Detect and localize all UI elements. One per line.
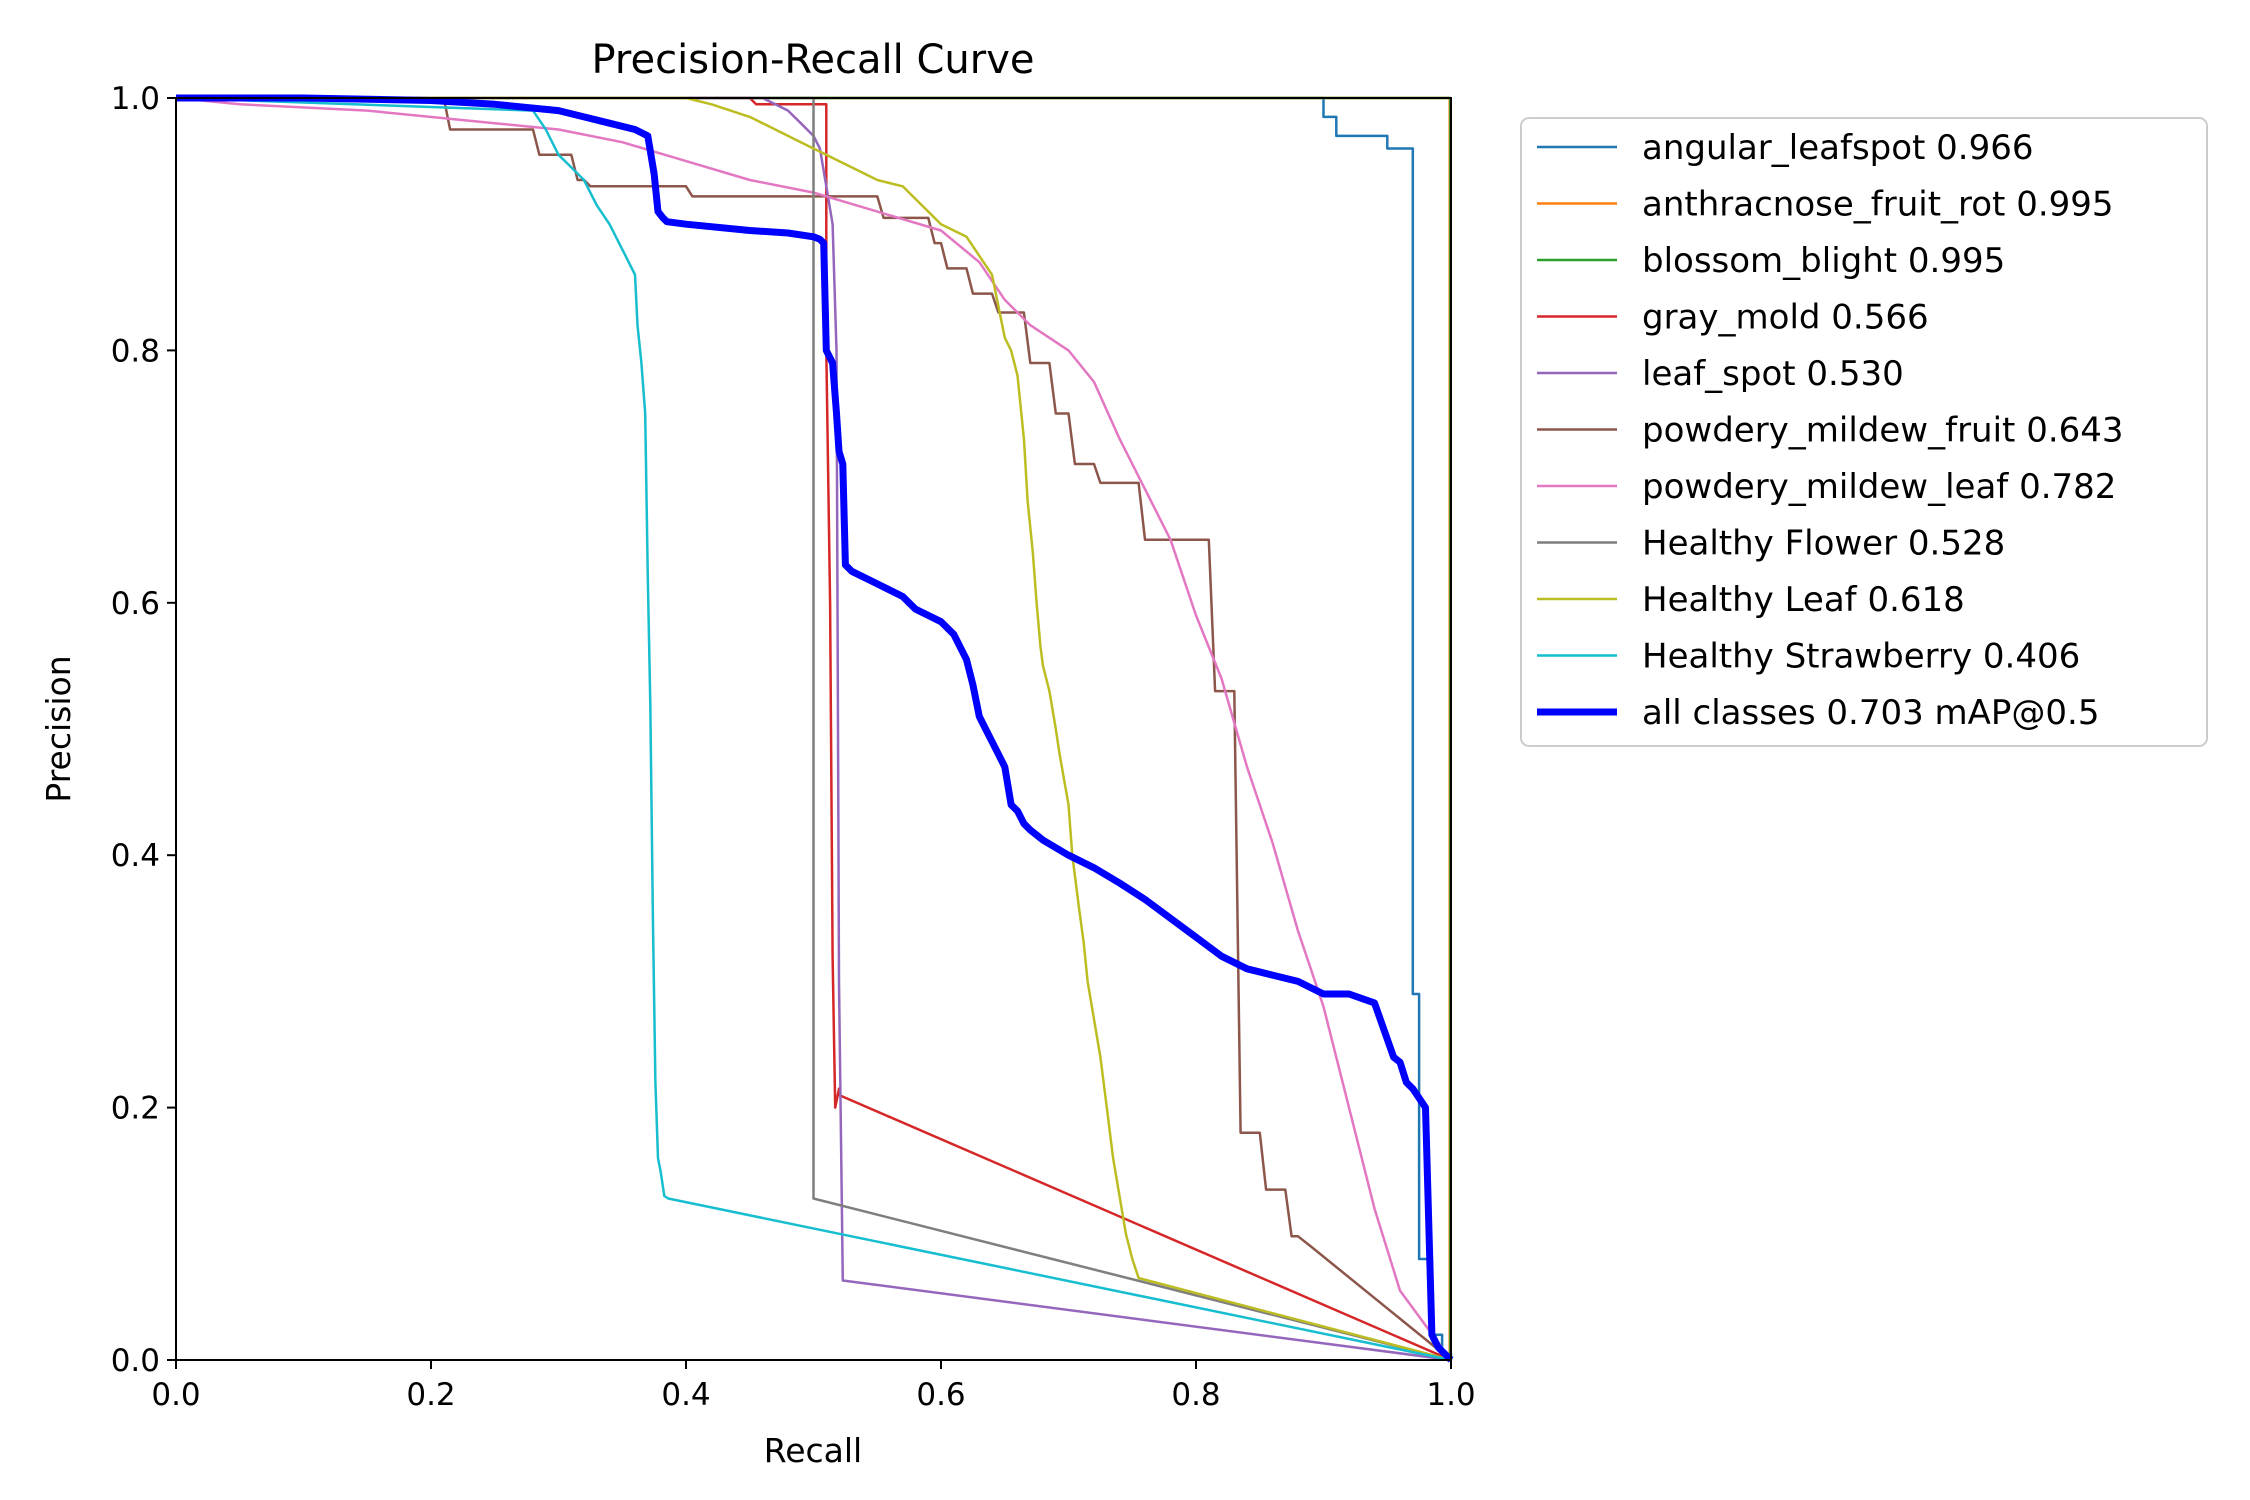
series-line-3: [176, 96, 1452, 1362]
y-tick-label: 0.2: [111, 1091, 160, 1127]
x-tick-label: 0.0: [151, 1377, 200, 1413]
x-tick-label: 1.0: [1426, 1377, 1475, 1413]
series-line-4: [176, 96, 1452, 1362]
legend-label: powdery_mildew_leaf 0.782: [1642, 467, 2116, 507]
series-line-0: [176, 96, 1453, 1360]
legend-box: [1520, 117, 2208, 747]
y-axis-ticks: 0.0 0.2 0.4 0.6 0.8 1.0: [111, 81, 176, 1379]
legend-label: all classes 0.703 mAP@0.5: [1642, 693, 2099, 733]
y-tick-label: 1.0: [111, 81, 160, 117]
plot-frame: [175, 97, 1452, 1361]
x-axis-label: Recall: [764, 1431, 862, 1470]
x-tick-label: 0.6: [916, 1377, 965, 1413]
x-tick-label: 0.2: [406, 1377, 455, 1413]
x-axis-ticks: 0.0 0.2 0.4 0.6 0.8 1.0: [151, 1360, 1476, 1413]
y-tick-label: 0.6: [111, 586, 160, 622]
series-line-9: [175, 96, 1452, 1362]
series-line-6: [175, 96, 1453, 1361]
legend-label: Healthy Strawberry 0.406: [1642, 637, 2080, 677]
series-line-10: [176, 94, 1454, 1363]
x-tick-label: 0.4: [661, 1377, 710, 1413]
y-tick-label: 0.0: [111, 1343, 160, 1379]
legend-label: angular_leafspot 0.966: [1642, 128, 2034, 168]
legend-label: powdery_mildew_fruit 0.643: [1642, 411, 2124, 451]
series-line-8: [176, 96, 1452, 1362]
legend-label: leaf_spot 0.530: [1642, 354, 1904, 394]
y-tick-label: 0.4: [111, 838, 160, 874]
x-tick-label: 0.8: [1171, 1377, 1220, 1413]
legend-label: blossom_blight 0.995: [1642, 241, 2005, 281]
y-axis-label: Precision: [39, 655, 78, 802]
y-tick-label: 0.8: [111, 333, 160, 369]
chart-title: Precision-Recall Curve: [592, 37, 1035, 83]
legend-label: Healthy Leaf 0.618: [1642, 580, 1965, 620]
legend: angular_leafspot 0.966 anthracnose_fruit_…: [1520, 117, 2208, 747]
legend-label: gray_mold 0.566: [1642, 298, 1929, 338]
legend-label: anthracnose_fruit_rot 0.995: [1642, 185, 2114, 225]
legend-label: Healthy Flower 0.528: [1642, 524, 2005, 564]
